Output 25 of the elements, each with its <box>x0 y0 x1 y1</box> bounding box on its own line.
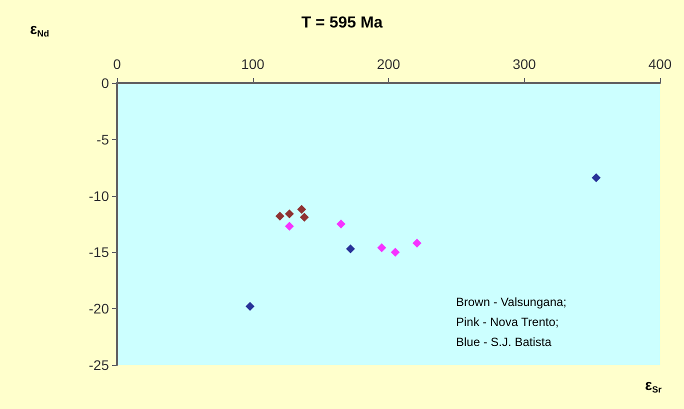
point <box>592 173 601 182</box>
point <box>246 302 255 311</box>
x-tick-label: 300 <box>512 56 536 72</box>
x-tick-label: 400 <box>648 56 672 72</box>
annotation: Brown - Valsungana; Pink - Nova Trento; Blue - S.J. Batista <box>456 295 567 349</box>
x-tick-label: 200 <box>376 56 400 72</box>
point <box>346 244 355 254</box>
y-tick-label: -10 <box>88 188 110 204</box>
y-tick-label: -15 <box>88 244 110 260</box>
x-tick-label: 0 <box>113 56 122 72</box>
x-tick-label: 100 <box>241 56 265 72</box>
point <box>412 238 422 248</box>
point <box>284 222 294 231</box>
point <box>284 209 294 218</box>
point <box>377 243 386 252</box>
y-tick-label: -20 <box>88 300 110 317</box>
point <box>297 204 306 214</box>
chart-title: T = 595 Ma <box>301 14 383 32</box>
point <box>300 212 309 222</box>
y-tick-label: -5 <box>96 131 110 148</box>
y-tick-label: 0 <box>101 75 110 91</box>
y-tick-label: -25 <box>88 357 110 373</box>
point <box>390 248 400 257</box>
point <box>336 220 346 228</box>
point <box>275 212 284 221</box>
